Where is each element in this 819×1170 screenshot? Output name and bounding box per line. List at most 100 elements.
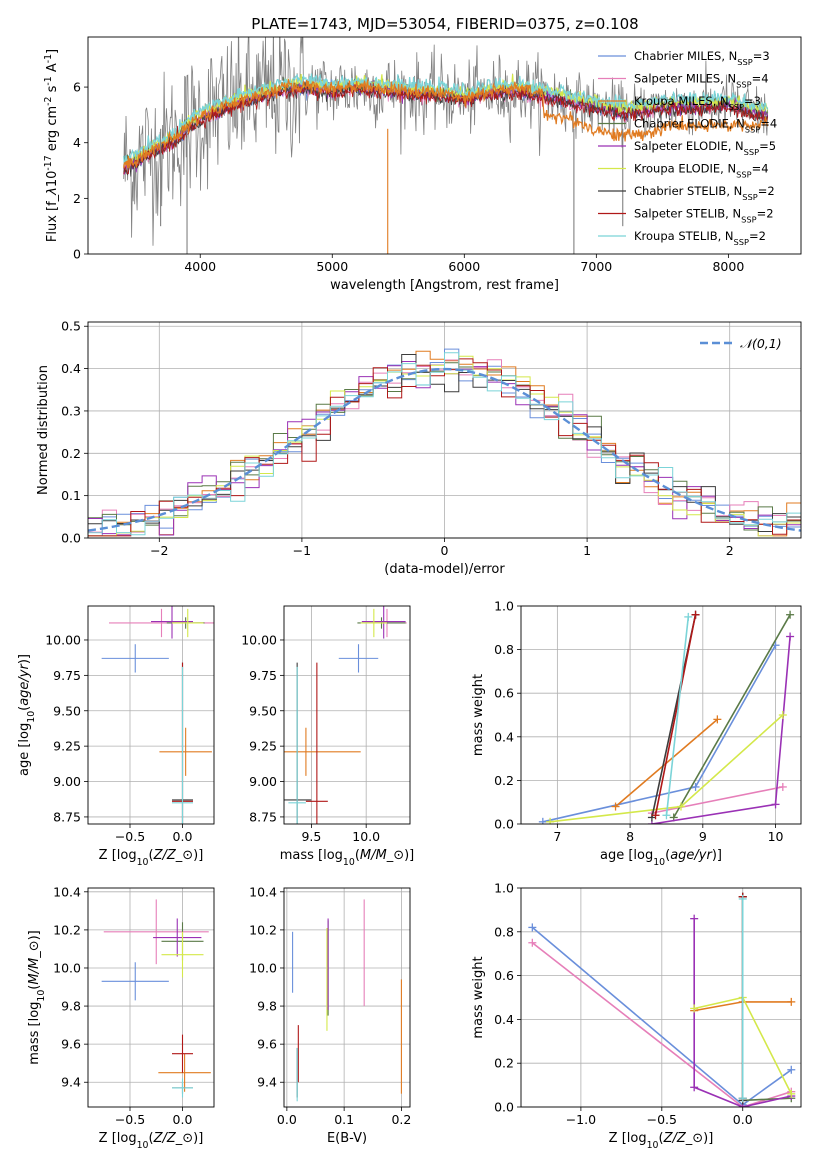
- mass_vs_Z-x-axis-label: Z [log10(Z/Z_⊙)]: [99, 1131, 204, 1151]
- errorbar-point: [151, 606, 193, 639]
- weight_vs_age-axes: 7 8 9 10 0.0 0.2 0.4 0.6 0.8 1.0 age [log10(age/yr…: [471, 599, 802, 868]
- mass_vs_ebv-axes: 0.0 0.1 0.2 9.4 9.6 9.8 10.0 10.2 10.4 E(B-V): [249, 884, 411, 1146]
- errorbar-point: [103, 899, 209, 965]
- errorbar-point: [153, 918, 202, 957]
- weight-series-line: [550, 714, 784, 823]
- errorbar-point: [158, 1053, 211, 1092]
- weight-marker: [611, 802, 620, 811]
- legend-entry: Kroupa STELIB, NSSP=2: [634, 229, 766, 247]
- legend-entry: Kroupa ELODIE, NSSP=4: [634, 162, 769, 180]
- x-tick-label: 0.0: [277, 1112, 297, 1127]
- y-tick-label: 9.75: [249, 668, 277, 683]
- x-tick-label: 6000: [448, 259, 480, 274]
- errorbar-point: [361, 606, 406, 639]
- weight_vs_Z-y-axis-label: mass weight: [471, 956, 486, 1038]
- weight-marker: [691, 610, 700, 619]
- errorbar-point: [284, 727, 361, 776]
- legend-entry: 𝒩(0,1): [740, 336, 782, 351]
- model-spectrum-line: [123, 79, 769, 169]
- weight_vs_age-frame: [520, 605, 802, 825]
- normal-distribution-curve: [88, 367, 801, 532]
- legend-entry: Kroupa MILES, NSSP=3: [634, 94, 761, 112]
- x-tick-label: −0.5: [115, 829, 145, 844]
- x-tick-label: 8000: [712, 259, 744, 274]
- legend-entry: Salpeter ELODIE, NSSP=5: [634, 139, 776, 157]
- residuals-plot-area: [88, 348, 801, 537]
- y-tick-label: 9.25: [249, 739, 277, 754]
- model-spectrum-line: [123, 73, 769, 165]
- weight-series-line: [651, 786, 783, 814]
- x-tick-label: 0.2: [391, 1112, 411, 1127]
- mass_vs_Z-axes: −0.5 0.0 9.4 9.6 9.8 10.0 10.2 10.4 Z [log10(Z/Z…: [27, 884, 215, 1151]
- y-tick-label: 0.6: [494, 968, 514, 983]
- weight-marker: [778, 711, 787, 719]
- y-tick-label: 1.0: [494, 599, 514, 614]
- legend-entry: Chabrier ELODIE, NSSP=4: [634, 117, 777, 135]
- weight-marker: [691, 782, 700, 791]
- mass_vs_Z-frame: [87, 887, 215, 1108]
- weight-marker: [538, 817, 547, 824]
- errorbar-point: [172, 1034, 193, 1073]
- y-tick-label: 0.4: [494, 729, 514, 744]
- weight-series-line: [693, 918, 792, 1107]
- errorbar-point: [172, 608, 204, 638]
- mass_vs_ebv-x-axis-label: E(B-V): [327, 1131, 367, 1146]
- x-tick-label: −0.5: [115, 1112, 145, 1127]
- weight-marker: [778, 782, 787, 791]
- weight_vs_age-y-axis-label: mass weight: [471, 674, 486, 756]
- weight-marker: [787, 1089, 796, 1098]
- y-tick-label: 0: [73, 247, 81, 262]
- x-tick-label: 2: [726, 543, 734, 558]
- age_vs_Z-plot-area: [101, 606, 214, 824]
- y-tick-label: 9.8: [257, 999, 277, 1014]
- y-tick-label: 10.2: [249, 922, 277, 937]
- residual-histogram: [88, 354, 801, 532]
- age_vs_mass-frame: [283, 605, 411, 825]
- age_vs_mass-x-axis-label: mass [log10(M/M_⊙)]: [280, 848, 415, 868]
- y-tick-label: 2: [73, 191, 81, 206]
- mass_vs_ebv-frame: [283, 887, 411, 1108]
- errorbar-point: [101, 644, 169, 673]
- weight-marker: [786, 632, 795, 641]
- weight_vs_age-x-axis-label: age [log10(age/yr)]: [600, 848, 722, 868]
- spectrum-frame: [87, 36, 802, 255]
- y-tick-label: 0.3: [61, 403, 81, 418]
- x-tick-label: 0.0: [173, 829, 193, 844]
- residuals-x-axis-label: (data-model)/error: [384, 562, 505, 577]
- legend-entry: Chabrier MILES, NSSP=3: [634, 49, 770, 67]
- errorbar-point: [305, 662, 328, 824]
- x-tick-label: 7: [553, 829, 561, 844]
- weight_vs_Z-x-axis-label: Z [log10(Z/Z_⊙)]: [609, 1131, 714, 1151]
- residuals-y-axis-label: Normed distribution: [36, 365, 51, 495]
- weight-marker: [528, 923, 537, 932]
- y-tick-label: 0.4: [61, 361, 81, 376]
- age_vs_Z-axes: −0.5 0.0 8.75 9.00 9.25 9.50 9.75 10.00 Z [log10…: [17, 605, 215, 868]
- y-tick-label: 0.5: [61, 319, 81, 334]
- weight-marker: [787, 1065, 796, 1074]
- model-spectrum-line: [123, 82, 769, 175]
- y-tick-label: 10.2: [53, 922, 81, 937]
- y-tick-label: 6: [73, 80, 81, 95]
- y-tick-label: 10.4: [249, 884, 277, 899]
- y-tick-label: 0.2: [494, 773, 514, 788]
- weight-series-line: [741, 896, 792, 1102]
- weight-series-line: [654, 614, 697, 816]
- errorbar-point: [172, 1078, 193, 1098]
- weight_vs_Z-axes: −1.0 −0.5 0.0 0.0 0.2 0.4 0.6 0.8 1.0 Z [log10(Z/…: [471, 881, 802, 1151]
- age_vs_Z-y-axis-label: age [log10(age/yr)]: [17, 654, 37, 776]
- errorbar-point: [101, 962, 169, 1001]
- legend-entry: Salpeter STELIB, NSSP=2: [634, 207, 774, 225]
- weight_vs_age-plot-area: [538, 610, 795, 824]
- y-tick-label: 8.75: [53, 809, 81, 824]
- weight-marker: [738, 1094, 747, 1103]
- y-tick-label: 9.00: [53, 774, 81, 789]
- weight-marker: [738, 894, 747, 903]
- residuals-frame: [87, 321, 802, 539]
- y-tick-label: 9.50: [53, 703, 81, 718]
- x-tick-label: 10.0: [352, 829, 380, 844]
- errorbar-point: [159, 727, 212, 776]
- x-tick-label: 5000: [316, 259, 348, 274]
- weight-marker: [786, 610, 795, 619]
- y-tick-label: 0.6: [494, 686, 514, 701]
